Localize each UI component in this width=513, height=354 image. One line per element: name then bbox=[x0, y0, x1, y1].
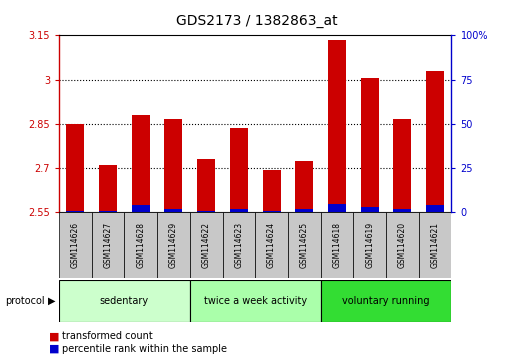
Text: protocol: protocol bbox=[5, 296, 45, 306]
Bar bbox=[361, 207, 379, 212]
Bar bbox=[165, 209, 183, 212]
Bar bbox=[426, 205, 444, 212]
Text: GSM114628: GSM114628 bbox=[136, 222, 145, 268]
Bar bbox=[132, 115, 150, 212]
Bar bbox=[59, 280, 190, 322]
Bar bbox=[59, 212, 92, 278]
Text: ▶: ▶ bbox=[48, 296, 55, 306]
Bar bbox=[288, 212, 321, 278]
Text: GSM114626: GSM114626 bbox=[71, 222, 80, 268]
Text: ■: ■ bbox=[49, 331, 59, 341]
Bar bbox=[386, 212, 419, 278]
Bar bbox=[197, 211, 215, 212]
Text: voluntary running: voluntary running bbox=[342, 296, 430, 306]
Text: transformed count: transformed count bbox=[62, 331, 152, 341]
Text: GSM114629: GSM114629 bbox=[169, 222, 178, 268]
Bar bbox=[393, 119, 411, 212]
Bar bbox=[353, 212, 386, 278]
Text: GSM114621: GSM114621 bbox=[430, 222, 440, 268]
Bar bbox=[190, 212, 223, 278]
Text: GSM114619: GSM114619 bbox=[365, 222, 374, 268]
Text: percentile rank within the sample: percentile rank within the sample bbox=[62, 344, 227, 354]
Bar bbox=[132, 205, 150, 212]
Bar bbox=[361, 78, 379, 212]
Bar bbox=[426, 71, 444, 212]
Bar bbox=[124, 212, 157, 278]
Bar bbox=[328, 204, 346, 212]
Bar bbox=[190, 280, 321, 322]
Bar bbox=[230, 128, 248, 212]
Bar bbox=[255, 212, 288, 278]
Bar bbox=[263, 211, 281, 212]
Bar bbox=[157, 212, 190, 278]
Bar bbox=[99, 211, 117, 212]
Bar bbox=[165, 119, 183, 212]
Text: GSM114625: GSM114625 bbox=[300, 222, 309, 268]
Text: GSM114618: GSM114618 bbox=[332, 222, 342, 268]
Bar bbox=[99, 165, 117, 212]
Text: GSM114622: GSM114622 bbox=[202, 222, 211, 268]
Text: GSM114627: GSM114627 bbox=[104, 222, 112, 268]
Bar bbox=[295, 161, 313, 212]
Text: twice a week activity: twice a week activity bbox=[204, 296, 307, 306]
Text: sedentary: sedentary bbox=[100, 296, 149, 306]
Bar bbox=[197, 159, 215, 212]
Bar bbox=[328, 40, 346, 212]
Bar bbox=[263, 170, 281, 212]
Bar bbox=[321, 212, 353, 278]
Bar bbox=[66, 211, 84, 212]
Text: GSM114620: GSM114620 bbox=[398, 222, 407, 268]
Bar bbox=[419, 212, 451, 278]
Text: ■: ■ bbox=[49, 344, 59, 354]
Bar bbox=[223, 212, 255, 278]
Bar bbox=[230, 209, 248, 212]
Text: GSM114624: GSM114624 bbox=[267, 222, 276, 268]
Bar bbox=[321, 280, 451, 322]
Text: GDS2173 / 1382863_at: GDS2173 / 1382863_at bbox=[175, 14, 338, 28]
Bar bbox=[92, 212, 125, 278]
Text: GSM114623: GSM114623 bbox=[234, 222, 243, 268]
Bar bbox=[66, 124, 84, 212]
Bar bbox=[295, 209, 313, 212]
Bar bbox=[393, 209, 411, 212]
